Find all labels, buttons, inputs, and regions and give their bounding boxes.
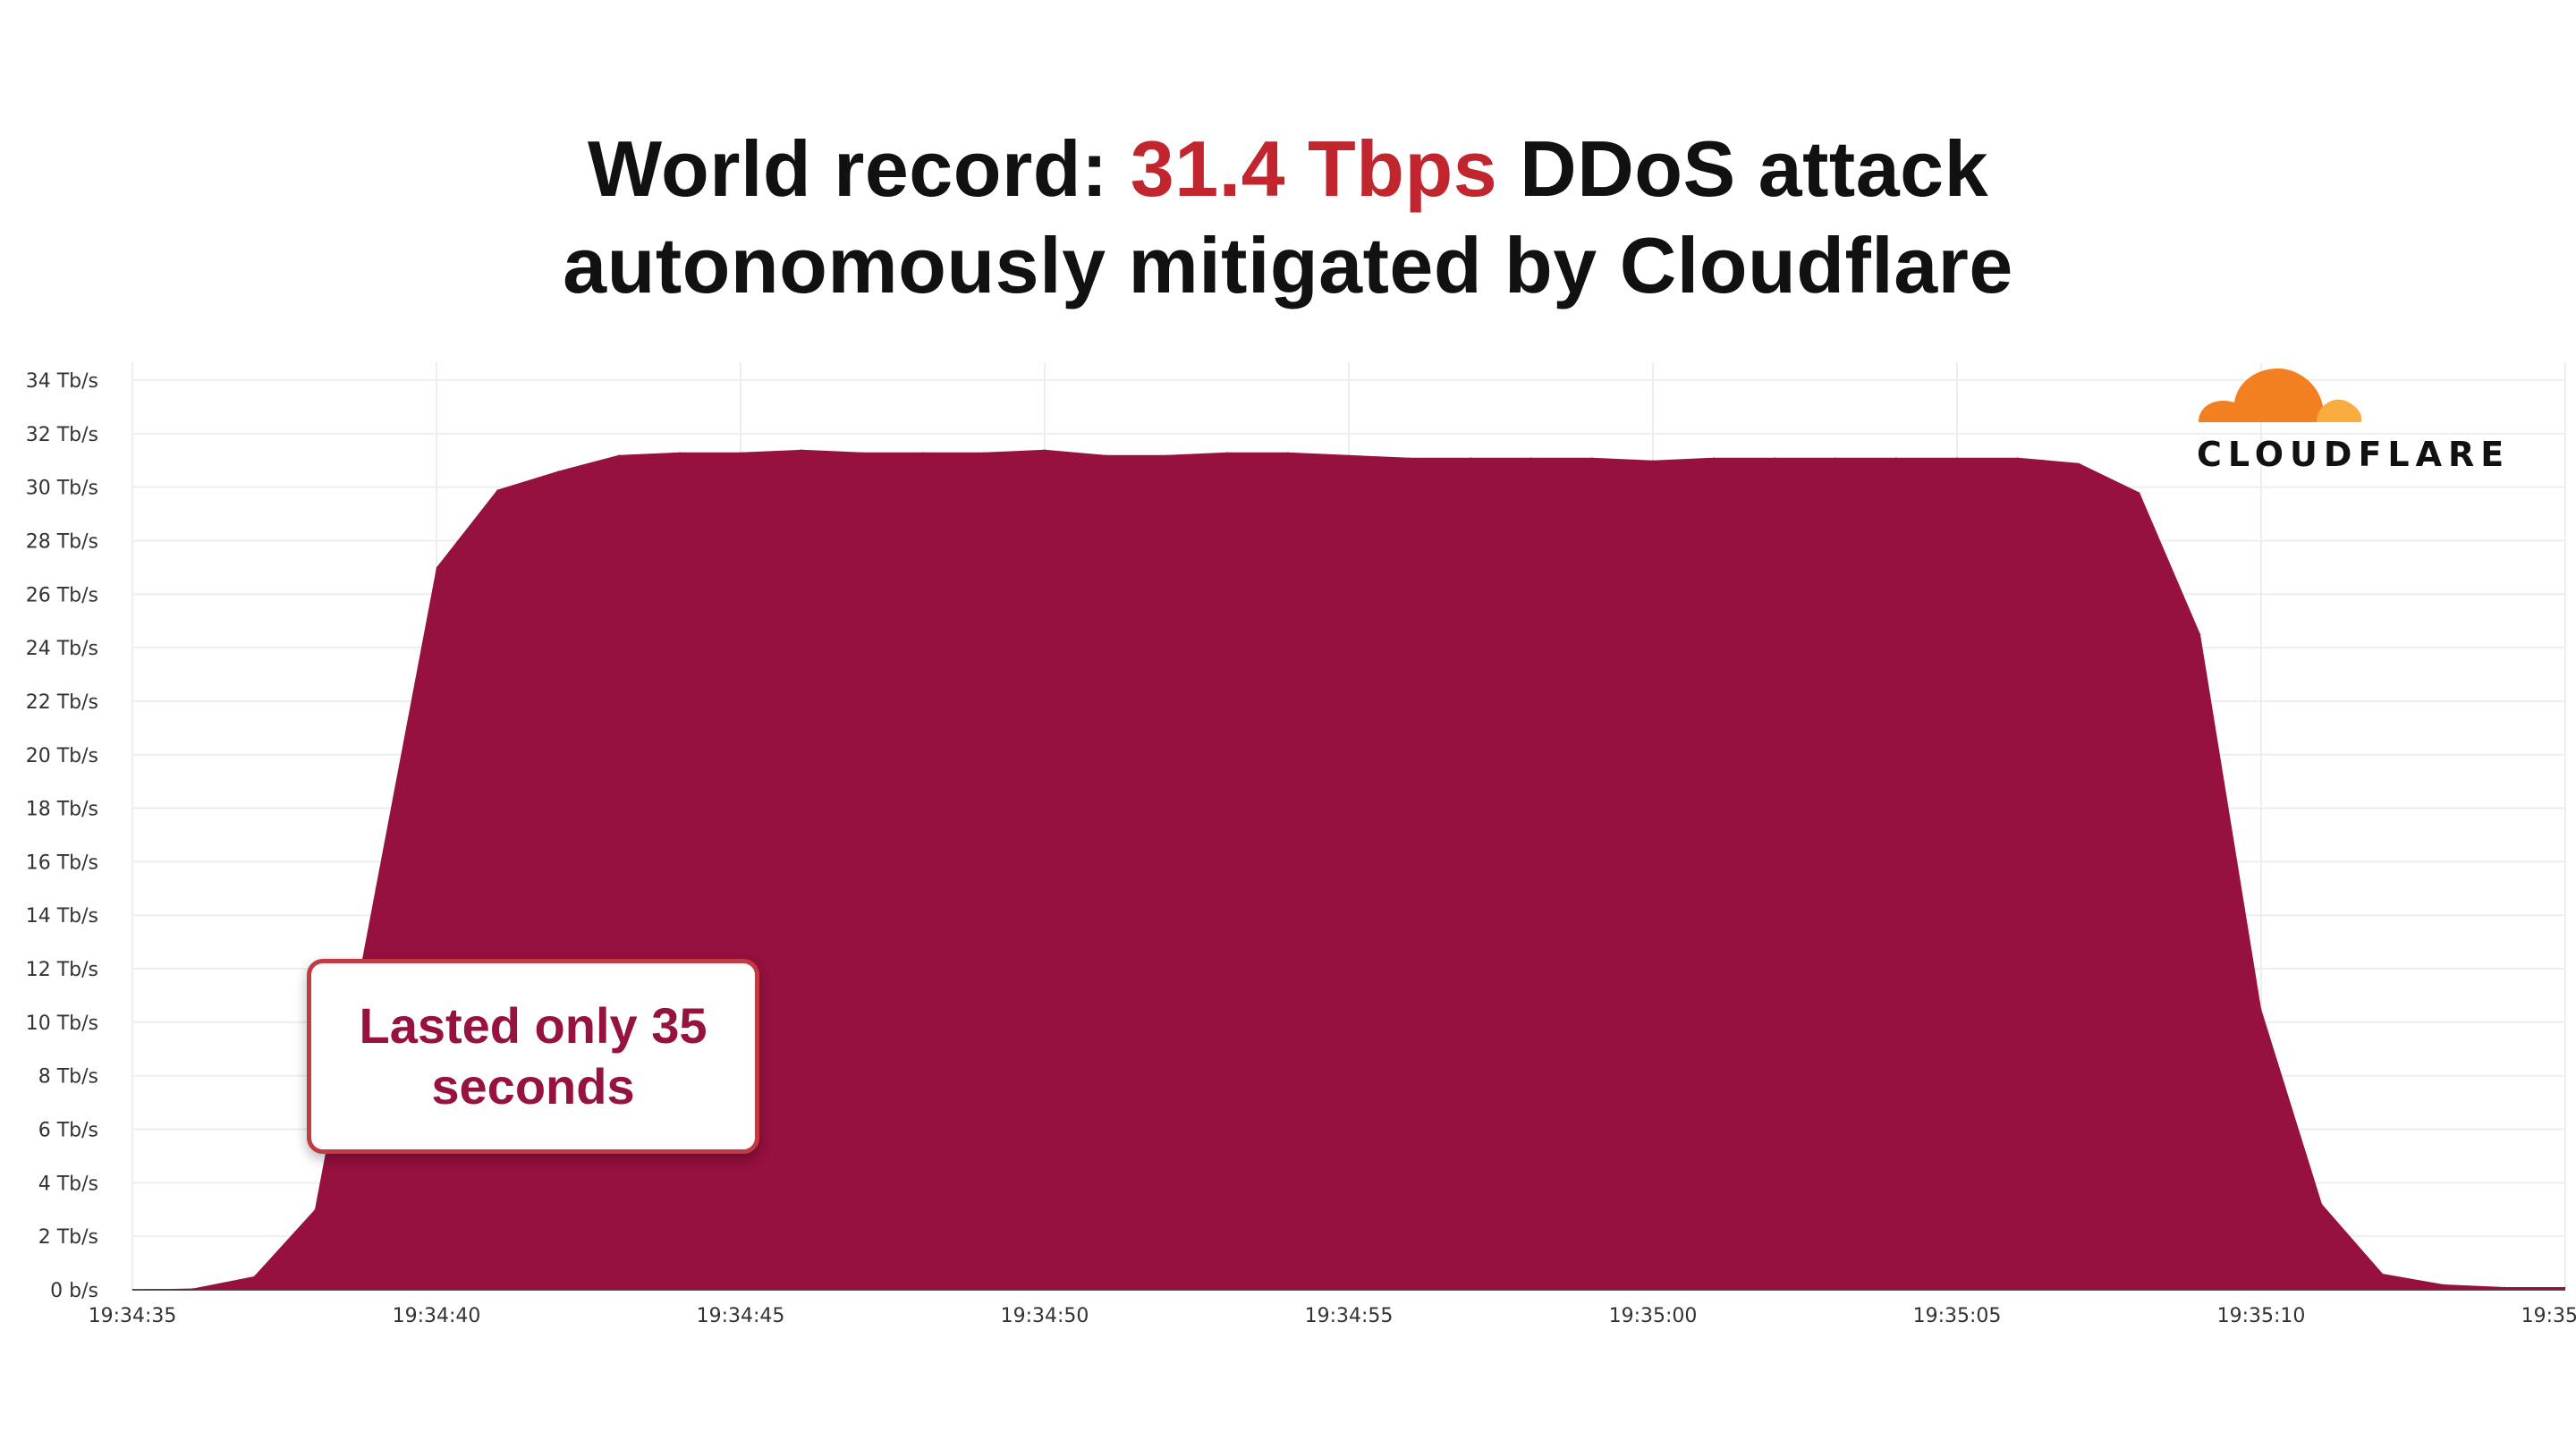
y-tick-label: 18 Tb/s <box>26 799 98 821</box>
x-tick-label: 19:34:40 <box>393 1305 481 1327</box>
duration-callout: Lasted only 35 seconds <box>307 959 759 1154</box>
title-highlight: 31.4 Tbps <box>1130 124 1498 213</box>
x-tick-label: 19:34:55 <box>1305 1305 1394 1327</box>
x-tick-label: 19:35:00 <box>1609 1305 1698 1327</box>
data-point <box>1409 457 1411 459</box>
data-point <box>1044 449 1046 451</box>
data-point <box>2382 1273 2384 1275</box>
callout-text: Lasted only 35 seconds <box>359 997 708 1114</box>
data-point <box>1956 457 1958 459</box>
data-point <box>314 1208 316 1210</box>
y-tick-label: 12 Tb/s <box>26 959 98 981</box>
data-point <box>2199 633 2201 635</box>
y-tick-label: 20 Tb/s <box>26 745 98 767</box>
x-tick-label: 19:34:45 <box>697 1305 785 1327</box>
x-axis-tick-labels: 19:34:35 19:34:40 19:34:45 19:34:50 19:34:55… <box>89 1305 2576 1327</box>
data-point <box>436 566 437 568</box>
x-tick-label: 19:34:50 <box>1001 1305 1089 1327</box>
y-tick-label: 26 Tb/s <box>26 584 98 606</box>
data-point <box>1530 457 1532 459</box>
data-point <box>1287 452 1289 453</box>
data-point <box>801 449 802 451</box>
y-tick-label: 4 Tb/s <box>38 1173 98 1195</box>
data-point <box>557 470 559 472</box>
data-point <box>2017 457 2019 459</box>
data-point <box>2078 462 2080 464</box>
data-point <box>983 452 985 453</box>
data-point <box>1713 457 1715 459</box>
data-point <box>375 887 377 889</box>
data-point <box>1591 457 1593 459</box>
data-point <box>1470 457 1471 459</box>
data-point <box>2321 1203 2323 1205</box>
title-prefix: World record: <box>587 124 1131 213</box>
y-tick-label: 8 Tb/s <box>38 1066 98 1089</box>
y-tick-label: 28 Tb/s <box>26 530 98 553</box>
data-point <box>1835 457 1836 459</box>
data-point <box>2260 1008 2262 1010</box>
data-point <box>192 1288 194 1289</box>
y-tick-label: 0 b/s <box>50 1280 98 1302</box>
logo-wordmark: CLOUDFLARE <box>2197 435 2511 474</box>
y-tick-label: 16 Tb/s <box>26 852 98 874</box>
cloudflare-logo-icon <box>2199 368 2362 422</box>
y-tick-label: 10 Tb/s <box>26 1013 98 1035</box>
x-tick-label: 19:35:10 <box>2217 1305 2306 1327</box>
data-point <box>2564 1286 2566 1288</box>
data-point <box>679 452 681 453</box>
y-tick-label: 14 Tb/s <box>26 905 98 928</box>
data-point <box>2504 1286 2505 1288</box>
x-tick-label: 19:35:15 <box>2521 1305 2576 1327</box>
chart-title: World record: 31.4 Tbps DDoS attack auto… <box>0 121 2576 314</box>
data-point <box>253 1275 255 1277</box>
y-tick-label: 2 Tb/s <box>38 1226 98 1249</box>
area-series <box>131 449 2566 1291</box>
y-tick-label: 34 Tb/s <box>26 370 98 393</box>
data-point <box>131 1289 133 1291</box>
y-tick-label: 6 Tb/s <box>38 1120 98 1142</box>
data-point <box>1348 454 1350 456</box>
data-point <box>1895 457 1897 459</box>
x-tick-label: 19:34:35 <box>89 1305 177 1327</box>
data-point <box>922 452 924 453</box>
y-tick-label: 30 Tb/s <box>26 478 98 500</box>
data-point <box>1165 454 1167 456</box>
traffic-area <box>132 449 2565 1290</box>
cloud-icon <box>2199 368 2362 422</box>
data-point <box>1226 452 1228 453</box>
data-point <box>861 452 863 453</box>
data-point <box>2443 1284 2445 1285</box>
y-tick-label: 22 Tb/s <box>26 691 98 714</box>
y-tick-label: 32 Tb/s <box>26 424 98 446</box>
data-point <box>1652 460 1654 462</box>
y-tick-label: 24 Tb/s <box>26 638 98 660</box>
y-axis-tick-labels: 0 b/s 2 Tb/s 4 Tb/s 6 Tb/s 8 Tb/s 10 Tb/s 12 T… <box>26 370 98 1302</box>
title-suffix: DDoS attack <box>1497 124 1989 213</box>
data-point <box>496 489 498 491</box>
data-point <box>618 454 620 456</box>
title-line-2: autonomously mitigated by Cloudflare <box>563 221 2013 309</box>
x-tick-label: 19:35:05 <box>1913 1305 2002 1327</box>
title-line-1: World record: 31.4 Tbps DDoS attack <box>0 121 2576 217</box>
